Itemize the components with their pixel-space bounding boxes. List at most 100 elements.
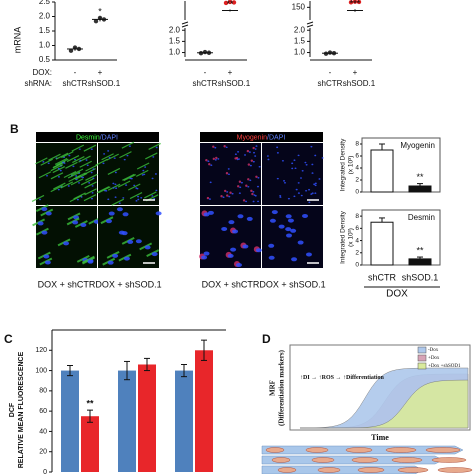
nucleus bbox=[137, 198, 140, 201]
condition-label: DOX + shCTR bbox=[38, 279, 96, 289]
nucleus bbox=[122, 212, 129, 217]
nucleus bbox=[256, 185, 259, 188]
nucleus bbox=[92, 168, 95, 170]
nucleus bbox=[127, 239, 134, 244]
fiber bbox=[144, 191, 157, 199]
nucleus bbox=[268, 243, 275, 248]
nucleus bbox=[203, 251, 210, 256]
nucleus bbox=[123, 158, 126, 161]
nucleus bbox=[74, 158, 77, 161]
y-tick-label: 2.0 bbox=[294, 25, 306, 34]
fiber bbox=[72, 156, 85, 164]
y-tick-label: 150 bbox=[292, 2, 306, 11]
fiber bbox=[84, 188, 97, 196]
title-bar bbox=[36, 132, 159, 142]
nucleus-marker bbox=[226, 194, 229, 197]
nucleus bbox=[255, 248, 262, 253]
fiber bbox=[65, 161, 78, 169]
nucleus bbox=[135, 200, 138, 202]
y-tick-label: 0 bbox=[43, 469, 47, 474]
arrow-up: ↑ bbox=[319, 375, 322, 381]
nucleus bbox=[209, 181, 212, 184]
nucleus bbox=[43, 254, 50, 259]
fiber bbox=[106, 153, 119, 161]
fiber bbox=[70, 168, 84, 176]
bar bbox=[61, 370, 79, 472]
condition-label: DOX + shSOD.1 bbox=[95, 279, 161, 289]
arrow-right: → bbox=[310, 375, 319, 381]
nucleus bbox=[135, 239, 142, 244]
legend-label: +Dox +shSOD1 bbox=[428, 364, 461, 369]
nucleus bbox=[234, 153, 237, 156]
fiber bbox=[107, 183, 121, 191]
nucleus bbox=[300, 194, 303, 197]
nucleus bbox=[271, 210, 278, 215]
nucleus bbox=[240, 181, 243, 184]
bar bbox=[138, 364, 156, 472]
nucleus bbox=[238, 192, 241, 194]
significance: ** bbox=[416, 245, 424, 255]
nucleus bbox=[75, 175, 78, 177]
fiber bbox=[61, 151, 74, 159]
fiber bbox=[123, 174, 137, 182]
y-tick-label: 6 bbox=[355, 225, 359, 232]
nucleus bbox=[144, 166, 147, 168]
nucleus bbox=[107, 150, 110, 152]
nucleus bbox=[311, 172, 314, 174]
dox-label: - bbox=[329, 68, 332, 77]
bar bbox=[408, 258, 432, 266]
nucleus bbox=[294, 167, 297, 170]
nucleus bbox=[253, 151, 256, 154]
nucleus bbox=[237, 158, 240, 160]
significance: ** bbox=[416, 172, 424, 182]
nucleus bbox=[78, 148, 81, 150]
y-tick-label: 120 bbox=[35, 347, 47, 354]
nucleus bbox=[90, 148, 93, 150]
nucleus bbox=[116, 207, 123, 212]
nucleus bbox=[313, 183, 316, 185]
nucleus bbox=[291, 257, 298, 262]
arrow-up: ↑ bbox=[300, 375, 303, 381]
y-label: mRNA bbox=[12, 27, 22, 54]
cell bbox=[351, 457, 379, 463]
fiber bbox=[83, 144, 97, 152]
nucleus-marker bbox=[229, 191, 232, 194]
nucleus bbox=[242, 244, 249, 249]
cell bbox=[345, 447, 373, 453]
fiber bbox=[121, 141, 135, 149]
nucleus bbox=[76, 198, 79, 201]
nucleus bbox=[228, 195, 231, 198]
bar bbox=[370, 149, 394, 193]
fiber bbox=[117, 180, 131, 188]
data-point bbox=[231, 0, 237, 5]
nucleus bbox=[152, 156, 155, 158]
nucleus bbox=[63, 241, 70, 246]
nucleus bbox=[308, 188, 311, 191]
fiber bbox=[68, 174, 81, 183]
row-label: shRNA: bbox=[24, 79, 52, 88]
cell bbox=[317, 467, 341, 473]
nucleus bbox=[266, 155, 269, 157]
fiber bbox=[31, 194, 45, 202]
nucleus bbox=[245, 200, 248, 203]
nucleus bbox=[310, 193, 313, 195]
group-label: shSOD.1 bbox=[218, 79, 251, 88]
fiber bbox=[119, 151, 132, 159]
fiber bbox=[98, 186, 111, 194]
nucleus bbox=[314, 154, 317, 157]
y-tick-label: 8 bbox=[355, 141, 359, 148]
fiber bbox=[101, 153, 114, 161]
nucleus bbox=[301, 169, 304, 172]
nucleus bbox=[118, 230, 125, 235]
nucleus bbox=[225, 146, 228, 149]
nucleus bbox=[133, 184, 136, 187]
nucleus bbox=[293, 195, 296, 198]
nucleus bbox=[123, 256, 130, 261]
nucleus-marker bbox=[245, 184, 248, 187]
nucleus bbox=[86, 164, 89, 167]
nucleus bbox=[232, 229, 239, 234]
fiber bbox=[69, 195, 83, 203]
cell bbox=[277, 467, 297, 473]
y-tick-label: 40 bbox=[39, 428, 47, 435]
nucleus bbox=[290, 228, 297, 233]
